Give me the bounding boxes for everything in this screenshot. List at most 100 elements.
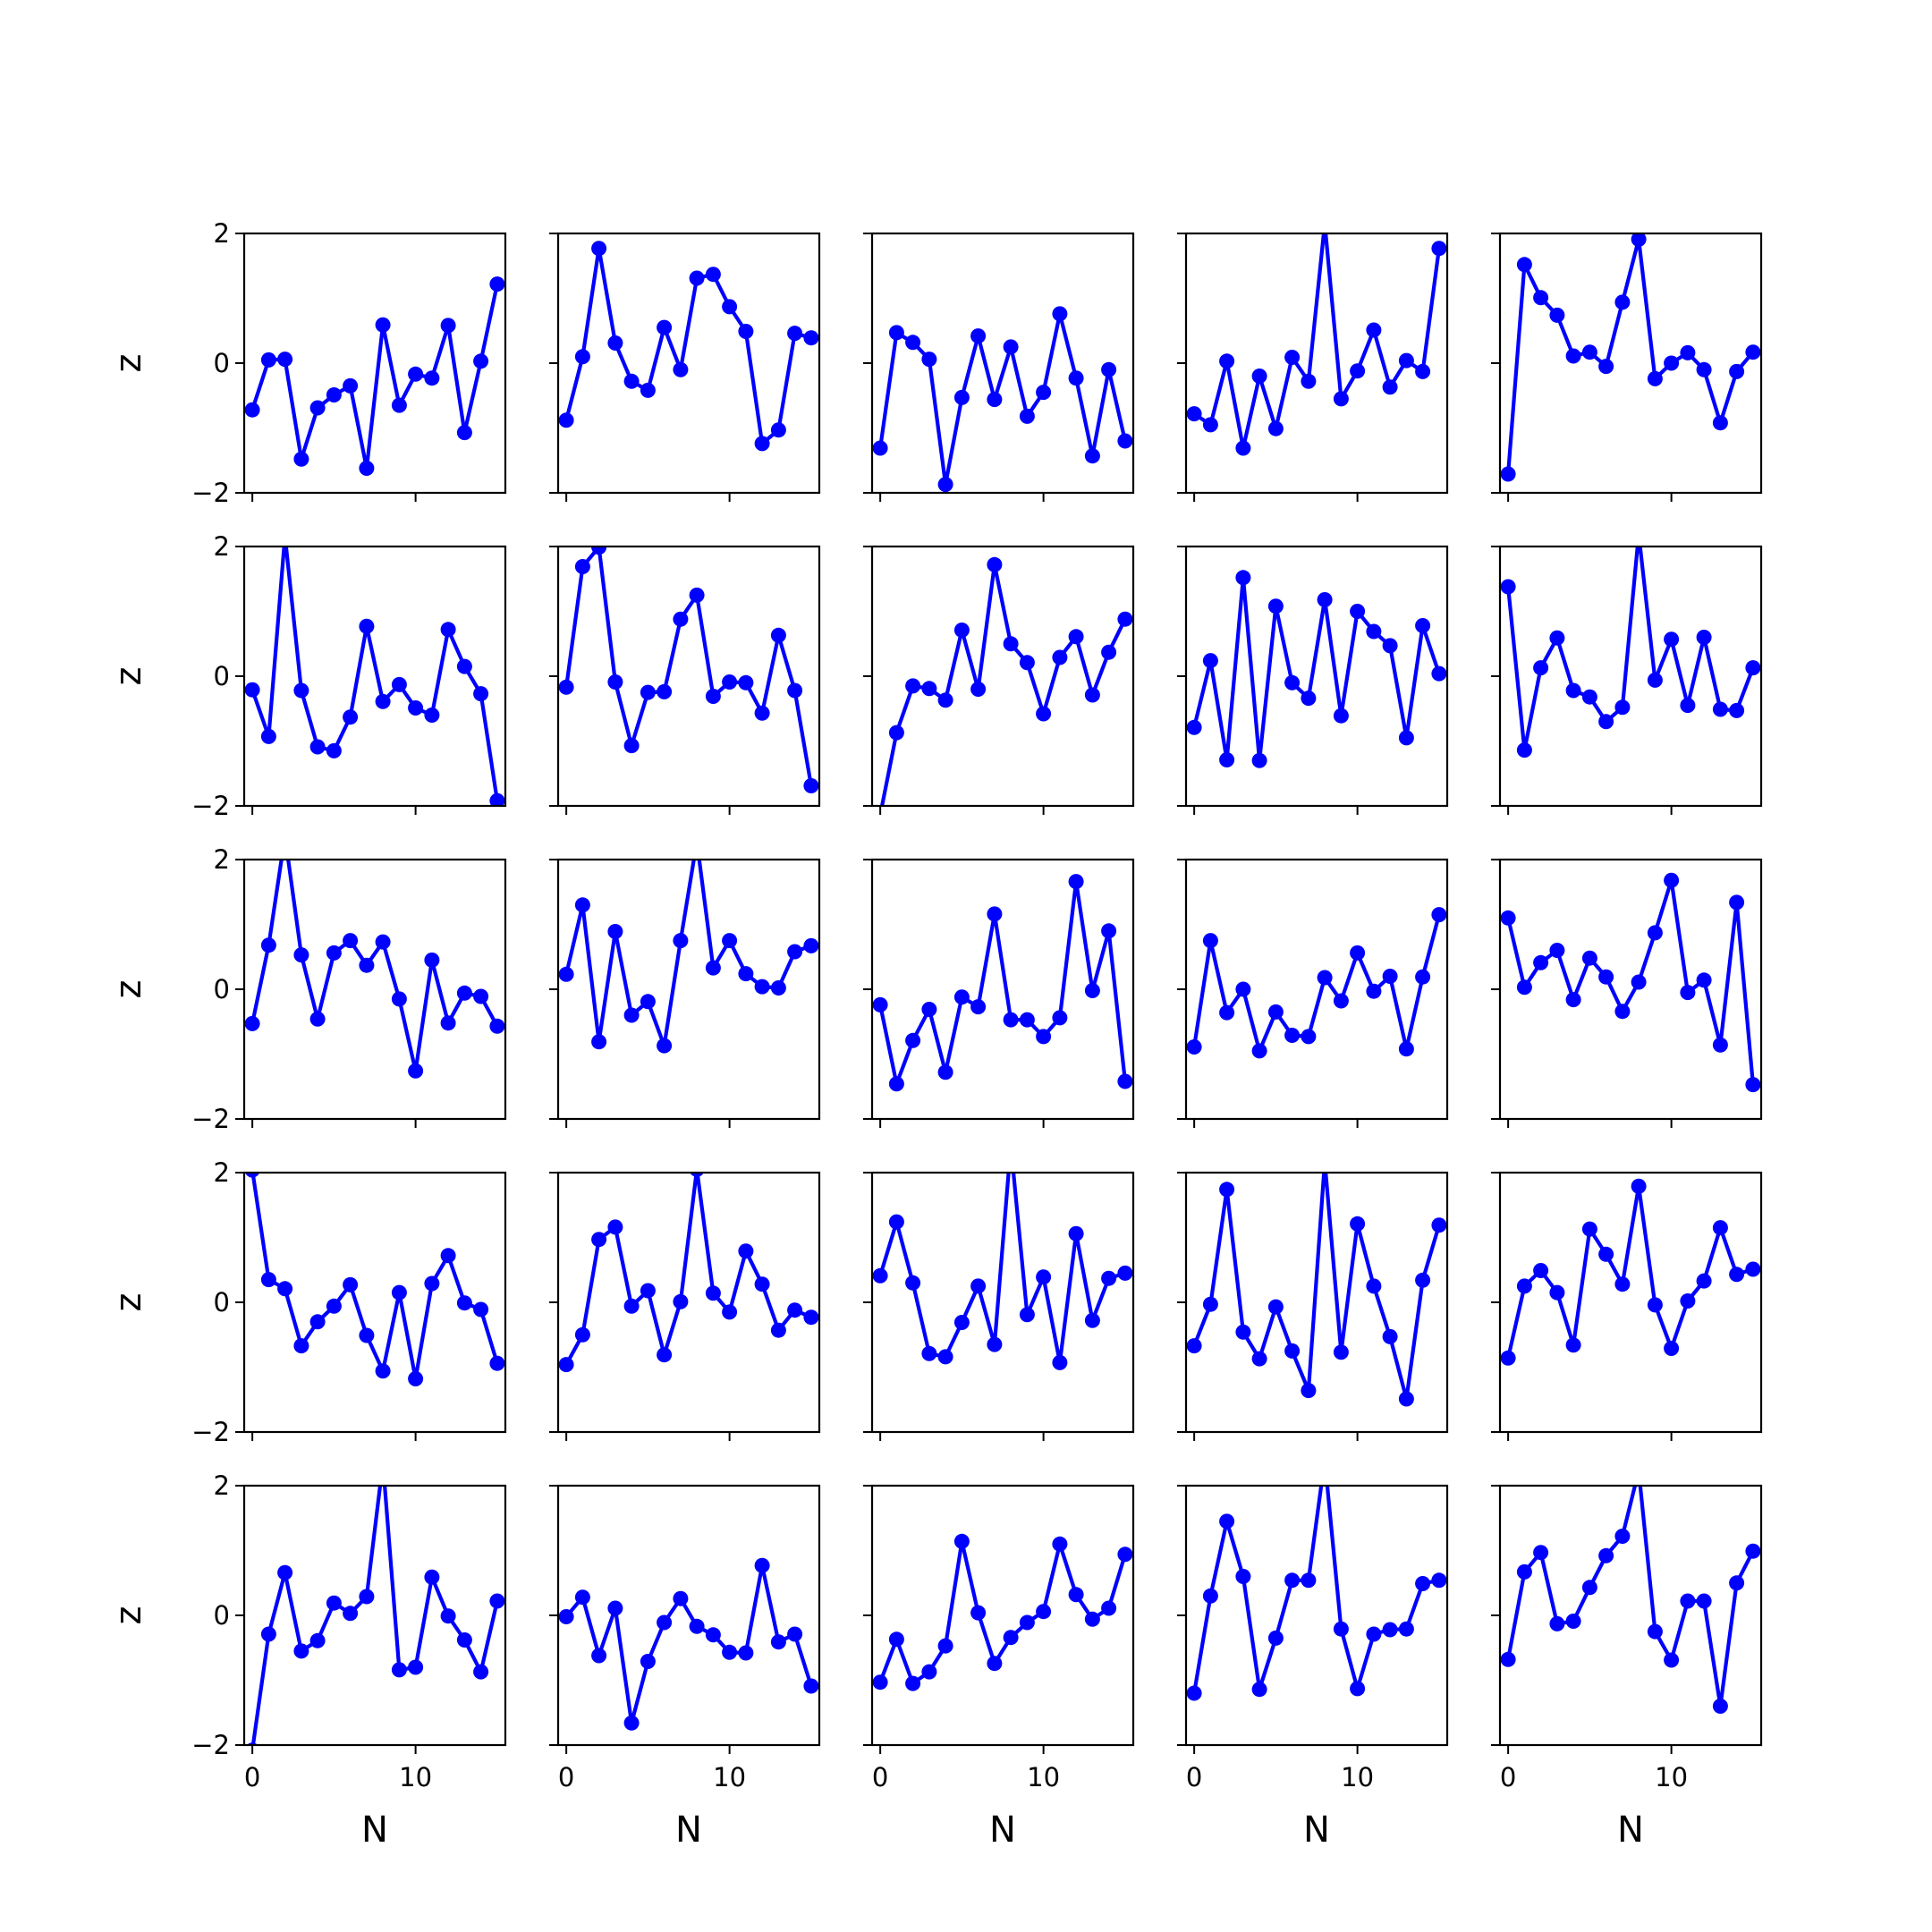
data-point — [1398, 1041, 1414, 1057]
y-tick-label: 0 — [214, 661, 230, 691]
axes-frame — [1498, 858, 1763, 1121]
data-point — [738, 674, 754, 691]
data-point — [1382, 1328, 1398, 1344]
data-point — [1251, 752, 1267, 768]
data-point — [1251, 1351, 1267, 1367]
data-point — [456, 658, 472, 674]
plot-area — [1500, 233, 1761, 482]
data-point — [921, 1002, 937, 1017]
data-point — [1614, 1276, 1631, 1292]
data-point — [770, 422, 786, 438]
series-line — [878, 1539, 1127, 1686]
data-point — [1219, 752, 1235, 767]
data-point — [1382, 379, 1398, 395]
data-point — [1398, 730, 1414, 746]
data-point — [1101, 1270, 1117, 1286]
series-line — [1192, 914, 1441, 1054]
data-point — [489, 1018, 505, 1034]
data-point — [574, 349, 590, 365]
data-point — [1415, 363, 1431, 379]
plot-area — [1186, 1173, 1447, 1407]
subplot-r5-c3: 0 10 N — [863, 1484, 1135, 1851]
plot-area — [244, 547, 505, 806]
data-point — [872, 1674, 888, 1690]
data-point — [1101, 1600, 1117, 1616]
x-tick-label: 10 — [1655, 1762, 1688, 1792]
subplot-r2-c2 — [549, 545, 821, 815]
data-point — [1219, 1004, 1235, 1021]
data-point — [456, 1295, 472, 1311]
plot-area — [558, 860, 819, 1054]
data-point — [787, 1302, 803, 1318]
data-point — [754, 979, 770, 995]
data-point — [1431, 1572, 1447, 1589]
y-axis-label: z — [108, 667, 149, 686]
data-point — [1301, 373, 1317, 389]
plot-area — [872, 1533, 1133, 1691]
subplot-r3-c4 — [1177, 858, 1449, 1128]
data-point — [770, 1634, 786, 1650]
data-point — [1598, 714, 1614, 730]
data-point — [343, 1606, 359, 1622]
data-point — [1301, 1029, 1317, 1045]
subplot-r3-c3 — [863, 858, 1135, 1128]
data-point — [1565, 348, 1581, 364]
data-point — [326, 387, 342, 402]
data-point — [1202, 1296, 1218, 1312]
data-point — [1598, 1547, 1614, 1563]
data-point — [375, 317, 391, 333]
data-point — [1301, 1572, 1317, 1589]
data-point — [1267, 420, 1284, 436]
data-point — [1614, 1004, 1631, 1020]
data-point — [245, 1173, 260, 1178]
series-line — [1506, 237, 1755, 475]
data-point — [937, 1349, 953, 1365]
data-point — [244, 682, 260, 698]
data-point — [953, 623, 970, 638]
data-point — [673, 1590, 689, 1606]
data-point — [1333, 1344, 1349, 1360]
data-point — [309, 1632, 326, 1648]
data-point — [1366, 1626, 1382, 1642]
data-point — [657, 319, 673, 335]
data-point — [1317, 970, 1333, 986]
data-point — [1696, 630, 1712, 645]
data-point — [1036, 385, 1052, 401]
data-point — [1003, 1012, 1019, 1028]
data-point — [574, 559, 590, 574]
data-point — [888, 1076, 904, 1092]
data-point — [1712, 701, 1728, 717]
plot-area — [872, 306, 1133, 493]
data-point — [905, 1275, 921, 1291]
data-point — [937, 1638, 953, 1654]
data-point — [1003, 636, 1019, 652]
data-point — [1631, 1178, 1647, 1194]
data-point — [1202, 1588, 1218, 1604]
data-point — [1631, 527, 1647, 542]
data-point — [1084, 983, 1100, 998]
data-point — [1366, 983, 1382, 999]
data-point — [558, 412, 574, 428]
axes-frame — [1498, 1171, 1763, 1434]
data-point — [1647, 1623, 1663, 1640]
data-point — [489, 1355, 505, 1371]
data-point — [1036, 1604, 1052, 1620]
series-line — [1506, 1486, 1755, 1708]
data-point — [970, 1278, 987, 1294]
data-point — [326, 1298, 342, 1314]
data-point — [1284, 674, 1301, 691]
data-point — [1680, 344, 1696, 360]
data-point — [343, 1276, 359, 1292]
subplot-r5-c5: 0 10 N — [1491, 1484, 1763, 1851]
data-point — [1350, 945, 1366, 961]
data-point — [1068, 874, 1084, 890]
plot-area — [244, 276, 505, 476]
series-line — [1192, 1173, 1441, 1402]
subplot-r1-c1: −2 0 2 z — [108, 218, 507, 508]
data-point — [1350, 1216, 1366, 1232]
plot-area — [246, 1486, 505, 1745]
data-point — [1647, 370, 1663, 386]
plot-area — [872, 874, 1133, 1092]
data-point — [705, 689, 721, 704]
subplot-r3-c5 — [1491, 858, 1763, 1128]
